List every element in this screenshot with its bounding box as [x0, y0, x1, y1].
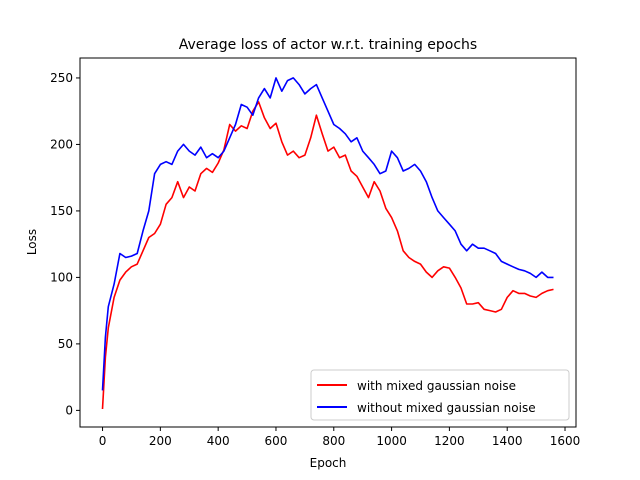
plot-lines — [101, 77, 554, 410]
y-tick-label: 50 — [58, 337, 73, 351]
axes-frame — [79, 57, 577, 428]
x-tick-label: 0 — [99, 434, 107, 448]
x-tick-label: 1200 — [434, 434, 465, 448]
chart-title: Average loss of actor w.r.t. training ep… — [179, 37, 477, 53]
y-tick-label: 150 — [50, 204, 73, 218]
y-tick-label: 250 — [50, 71, 73, 85]
x-tick-label: 1000 — [376, 434, 407, 448]
x-axis-ticks: 0 200 400 600 800 1000 1200 1400 1600 — [99, 427, 581, 448]
series-line-with-noise — [101, 101, 554, 410]
y-tick-label: 100 — [50, 270, 73, 284]
legend-label-with-noise: with mixed gaussian noise — [357, 379, 516, 393]
y-tick-label: 0 — [65, 403, 73, 417]
y-axis-ticks: 0 50 100 150 200 250 — [50, 71, 80, 417]
legend-box — [310, 369, 570, 421]
legend: with mixed gaussian noise without mixed … — [310, 369, 570, 421]
x-tick-label: 200 — [149, 434, 172, 448]
y-tick-label: 200 — [50, 137, 73, 151]
x-axis-label: Epoch — [310, 456, 347, 470]
x-tick-label: 1400 — [492, 434, 523, 448]
x-tick-label: 600 — [265, 434, 288, 448]
x-tick-label: 1600 — [550, 434, 581, 448]
legend-label-without-noise: without mixed gaussian noise — [357, 401, 536, 415]
x-tick-label: 400 — [207, 434, 230, 448]
y-axis-label: Loss — [25, 229, 39, 255]
x-tick-label: 800 — [322, 434, 345, 448]
series-line-without-noise — [101, 77, 554, 391]
